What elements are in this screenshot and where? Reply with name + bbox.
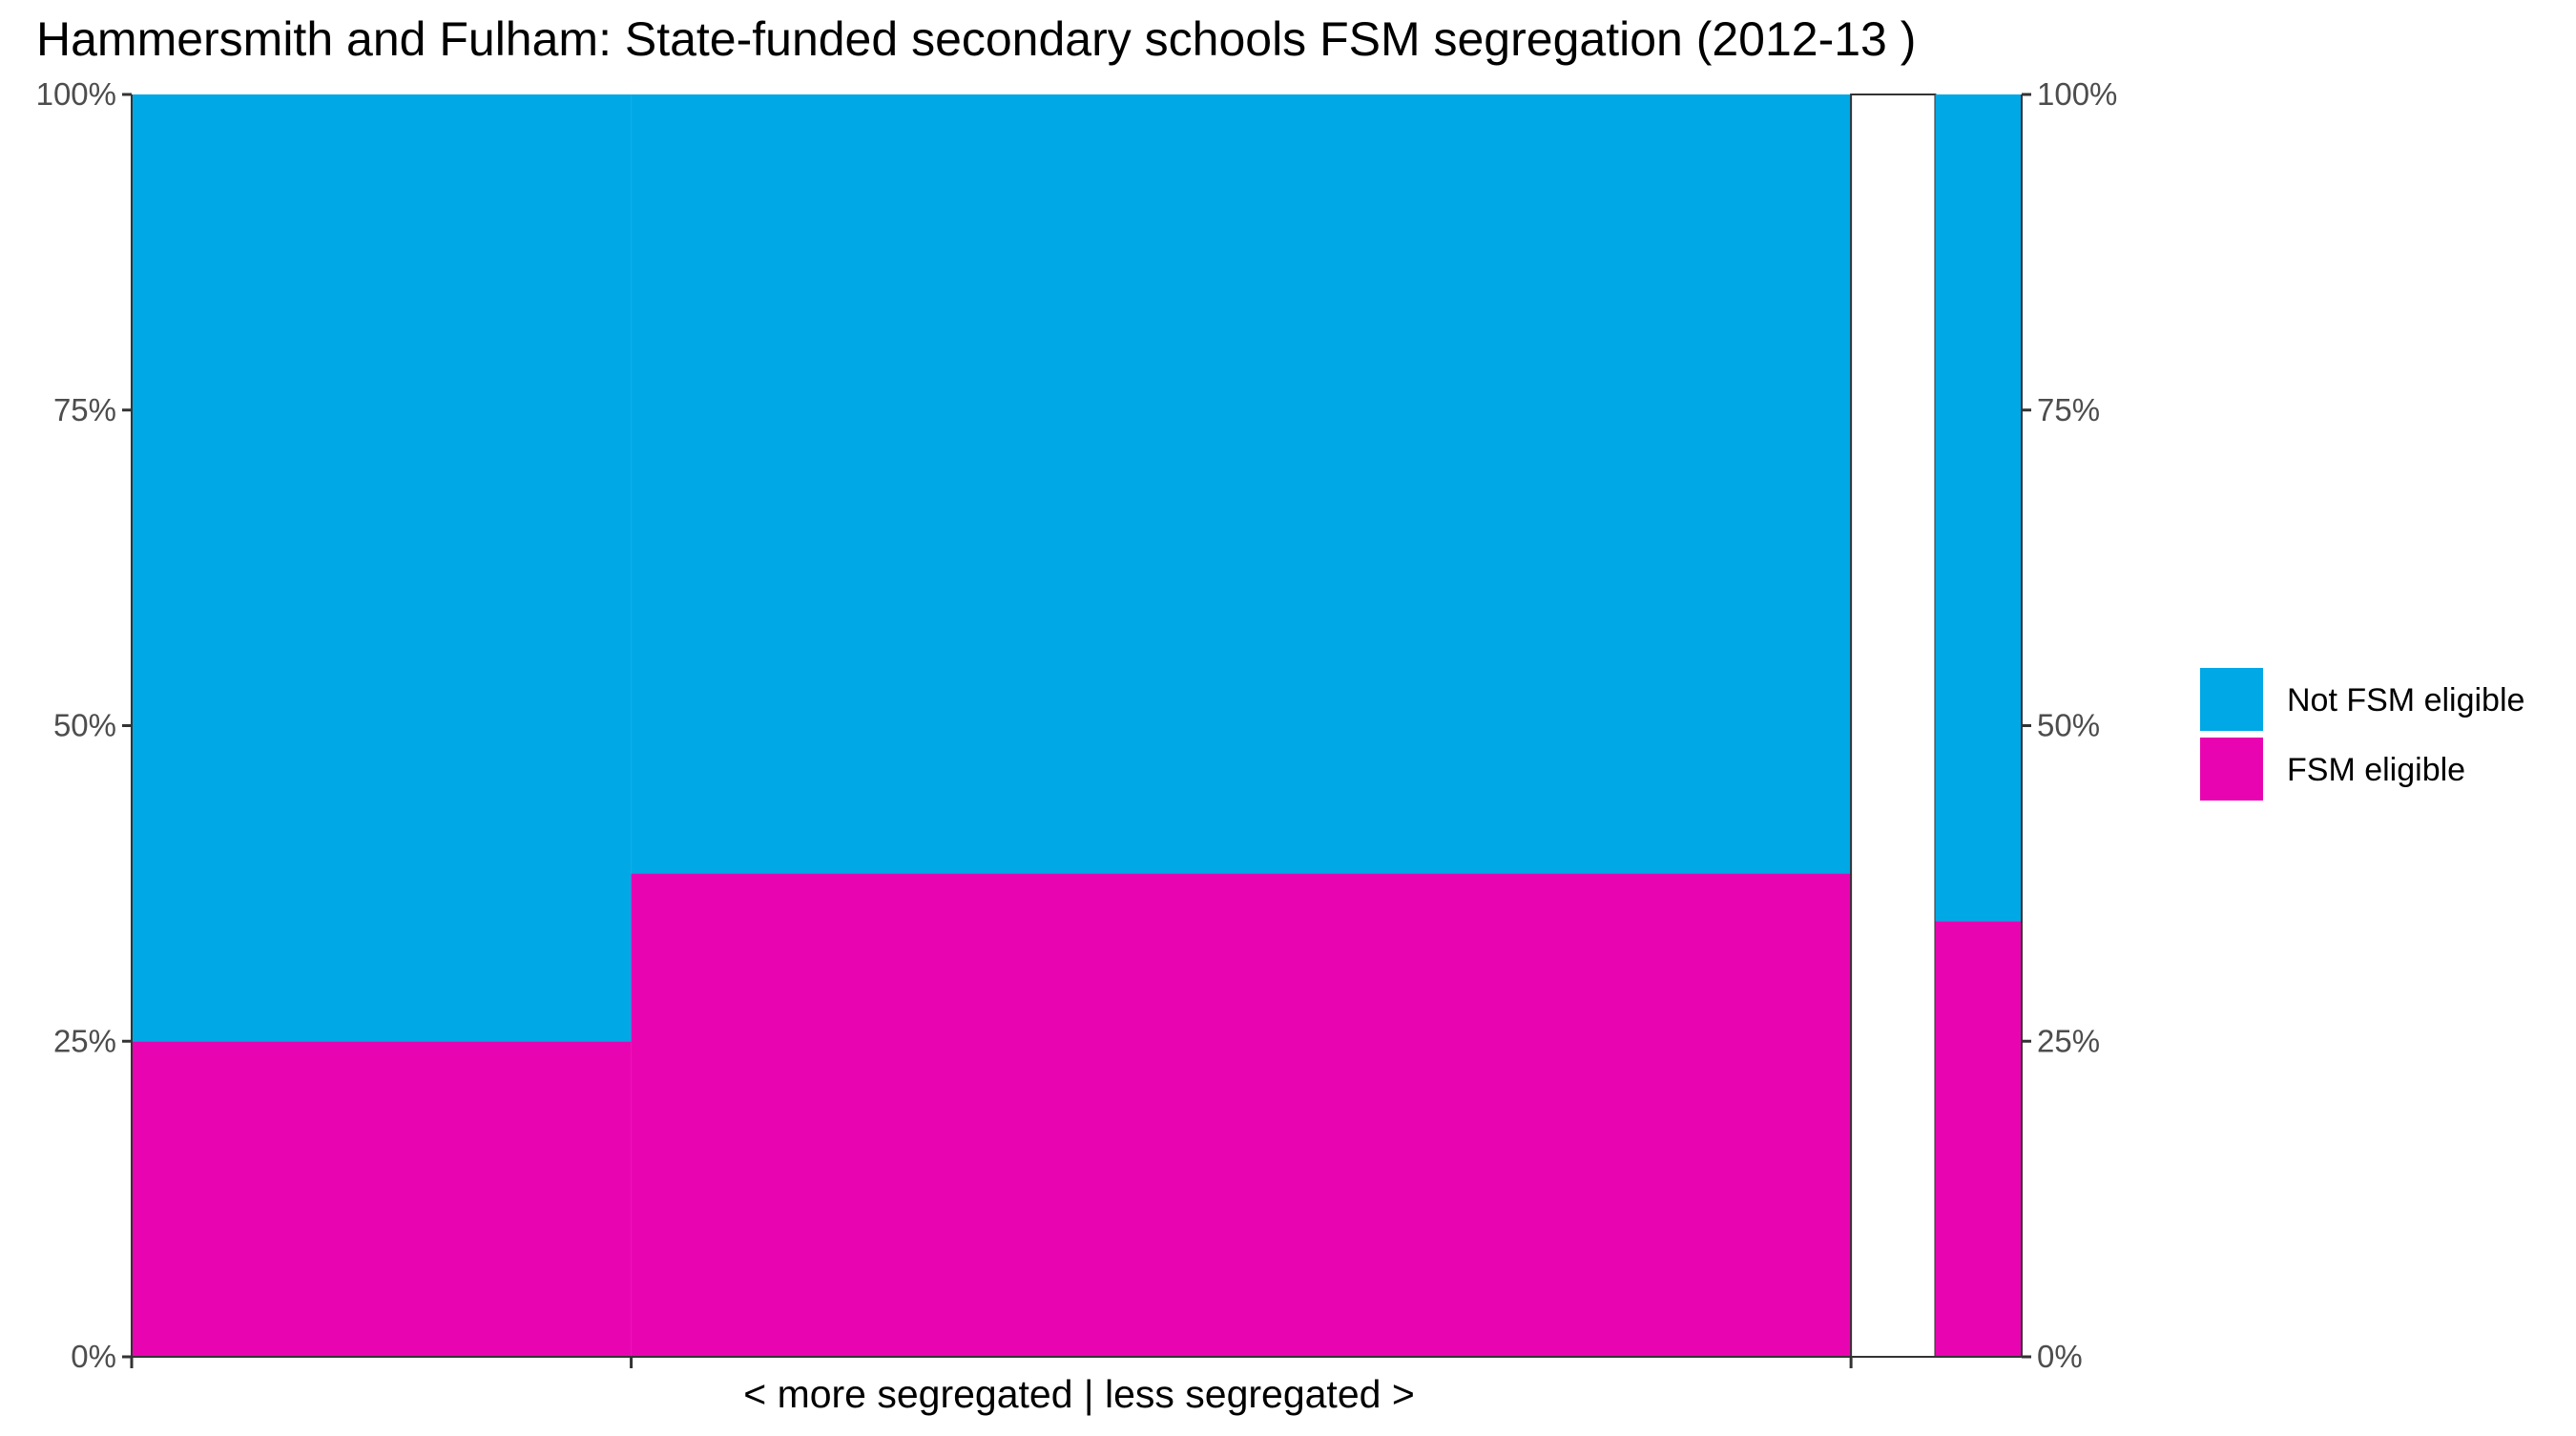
chart-title: Hammersmith and Fulham: State-funded sec…: [36, 12, 1916, 66]
gap-column: [1850, 94, 1937, 1358]
left-y-tick-label: 100%: [36, 76, 116, 112]
not-fsm-tile-4: [1935, 94, 2022, 922]
fsm-tile-1: [132, 1041, 632, 1357]
right-y-tick-label: 75%: [2037, 392, 2100, 427]
right-y-tick-label: 0%: [2037, 1339, 2083, 1374]
left-y-tick-label: 25%: [53, 1023, 116, 1058]
right-y-tick-label: 100%: [2037, 76, 2117, 112]
left-y-tick-label: 75%: [53, 392, 116, 427]
not-fsm-tile-1: [132, 94, 632, 1042]
fsm-tile-2: [631, 873, 1852, 1357]
left-y-tick-label: 50%: [53, 708, 116, 743]
axes: 0% 0% 25% 25% 50% 50% 75% 75% 100% 100%: [36, 76, 2118, 1374]
fsm-tile-4: [1935, 921, 2022, 1357]
not-fsm-tile-2: [631, 94, 1852, 874]
x-axis-title: < more segregated | less segregated >: [743, 1372, 1415, 1416]
legend: Not FSM eligible FSM eligible: [2200, 668, 2524, 801]
right-y-tick-label: 25%: [2037, 1023, 2100, 1058]
plot-area: [132, 94, 2022, 1358]
legend-label-1: Not FSM eligible: [2287, 682, 2524, 718]
legend-swatch-2: [2200, 738, 2263, 801]
legend-swatch-1: [2200, 668, 2263, 731]
legend-label-2: FSM eligible: [2287, 752, 2465, 788]
right-y-tick-label: 50%: [2037, 708, 2100, 743]
left-y-tick-label: 0%: [71, 1339, 116, 1374]
